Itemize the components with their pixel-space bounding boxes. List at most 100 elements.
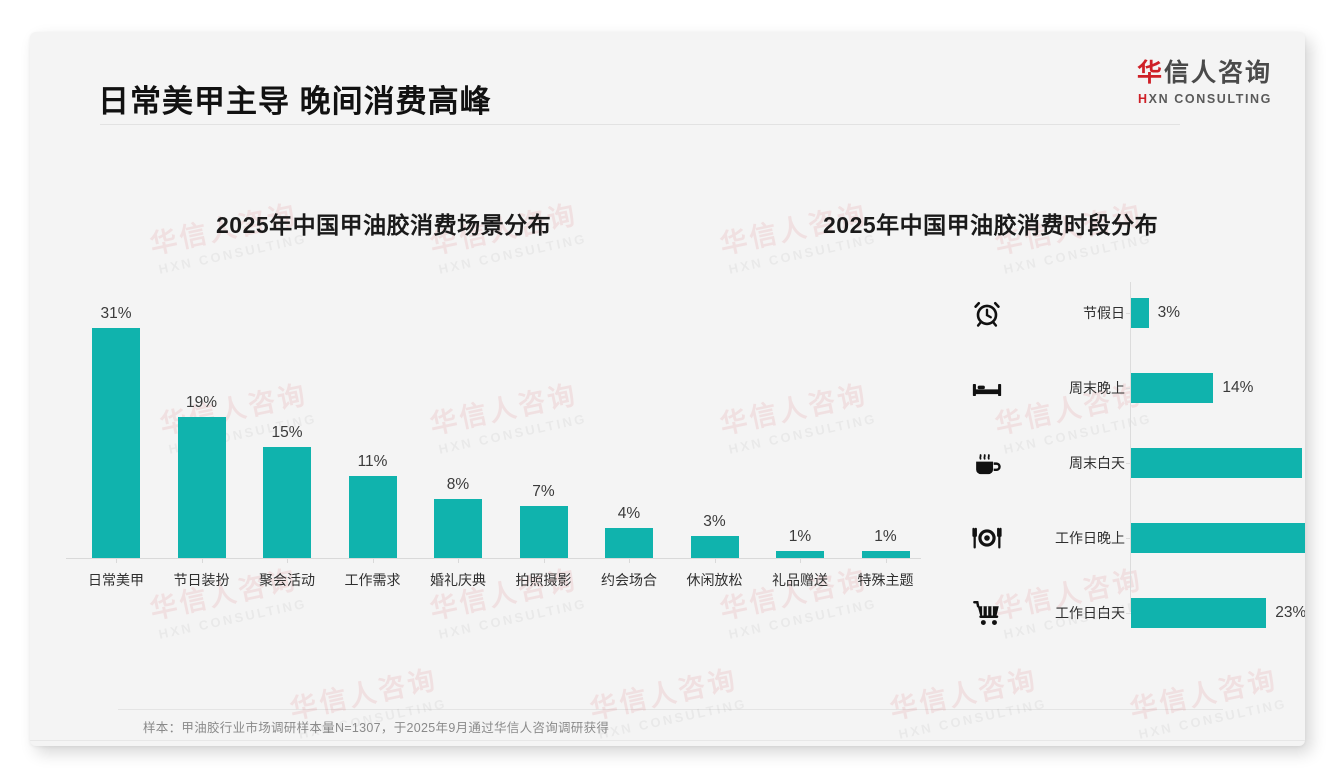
column-bar[interactable]	[348, 476, 397, 558]
column-category-label: 工作需求	[344, 572, 401, 588]
axis-tick	[287, 558, 288, 563]
horizontal-bar[interactable]	[1131, 598, 1267, 628]
left-chart-title: 2025年中国甲油胶消费场景分布	[216, 212, 552, 238]
bar-row[interactable]: 节假日 3%	[935, 298, 1305, 328]
slide-card: 华信人咨询 HXN CONSULTING 华信人咨询 HXN CONSULTING 华信…	[30, 32, 1305, 746]
bar-row[interactable]: 工作日白天 23%	[935, 598, 1305, 628]
column-value-label: 19%	[185, 394, 218, 412]
bar-row[interactable]: 周末白天29%	[935, 448, 1305, 478]
bar-category-label: 工作日白天	[1055, 605, 1125, 621]
watermark-cn: 华信人咨询	[887, 664, 1041, 725]
coffee-cup-icon	[967, 443, 1007, 483]
column-baseline	[66, 558, 921, 559]
watermark-en: HXN CONSULTING	[1137, 695, 1289, 742]
horizontal-bar[interactable]	[1131, 448, 1302, 478]
column-bar-group[interactable]: 1%	[756, 528, 844, 558]
column-bar[interactable]	[776, 550, 824, 558]
axis-tick	[1126, 538, 1131, 539]
column-bar-group[interactable]: 1%	[842, 528, 930, 558]
shopping-cart-icon	[967, 593, 1007, 633]
column-category-label: 节日装扮	[173, 572, 230, 588]
watermark: 华信人咨询 HXN CONSULTING	[886, 657, 1048, 743]
column-value-label: 1%	[874, 527, 897, 545]
bar-value-label: 3%	[1157, 304, 1181, 321]
bar-category-label: 节假日	[1083, 305, 1125, 321]
column-value-label: 15%	[271, 423, 303, 441]
column-plot-area: 31% 19% 15% 11% 8% 7% 4% 3% 1% 1%	[48, 262, 928, 558]
column-value-label: 1%	[788, 527, 812, 545]
column-category-label: 聚会活动	[259, 572, 315, 588]
header-divider	[100, 124, 1180, 125]
alarm-clock-icon	[967, 293, 1007, 333]
column-bar-group[interactable]: 7%	[500, 483, 588, 558]
dining-plate-icon	[967, 518, 1007, 558]
column-bar-group[interactable]: 31%	[72, 305, 160, 558]
column-bar[interactable]	[861, 550, 910, 558]
column-value-label: 31%	[100, 305, 132, 323]
logo-hua-char: 华	[1136, 59, 1164, 87]
column-category-label: 拍照摄影	[515, 572, 572, 588]
column-bar-group[interactable]: 11%	[329, 453, 417, 558]
brand-logo: 华信人咨询 HXN CONSULTING	[1092, 59, 1272, 106]
column-category-label: 日常美甲	[88, 572, 144, 588]
logo-chinese: 华信人咨询	[1092, 59, 1272, 88]
column-value-label: 8%	[446, 475, 470, 493]
axis-tick	[1126, 313, 1131, 314]
column-bar-group[interactable]: 8%	[414, 476, 502, 558]
sample-note: 样本：甲油胶行业市场调研样本量N=1307，于2025年9月通过华信人咨询调研获…	[143, 721, 610, 735]
bar-category-label: 周末晚上	[1069, 380, 1125, 396]
axis-tick	[714, 558, 716, 563]
axis-tick	[1126, 463, 1131, 464]
column-bar[interactable]	[434, 498, 482, 558]
bar-row[interactable]: 工作日晚上31%	[935, 523, 1305, 553]
axis-tick	[372, 558, 374, 563]
column-category-label: 礼品赠送	[772, 572, 828, 588]
bar-row[interactable]: 周末晚上 14%	[935, 373, 1305, 403]
column-category-label: 约会场合	[601, 572, 657, 588]
column-bar-group[interactable]: 19%	[158, 394, 246, 558]
axis-tick	[1126, 613, 1131, 614]
column-bar-group[interactable]: 4%	[585, 505, 673, 558]
watermark-en: HXN CONSULTING	[897, 695, 1049, 742]
column-value-label: 7%	[532, 483, 555, 501]
page-title: 日常美甲主导 晚间消费高峰	[98, 84, 492, 119]
axis-tick	[201, 558, 203, 563]
column-bar[interactable]	[605, 528, 653, 558]
column-category-label: 婚礼庆典	[430, 572, 486, 588]
logo-english: HXN CONSULTING	[1092, 92, 1272, 106]
column-bar[interactable]	[690, 535, 739, 558]
horizontal-bar[interactable]	[1131, 523, 1305, 553]
horizontal-bar[interactable]	[1131, 373, 1214, 403]
scene-distribution-chart: 31% 19% 15% 11% 8% 7% 4% 3% 1% 1% 日常美甲 节日装扮 聚会活动 工作需…	[48, 262, 928, 612]
horizontal-bar[interactable]	[1131, 298, 1149, 328]
axis-tick	[1126, 388, 1131, 389]
watermark-cn: 华信人咨询	[587, 664, 741, 725]
logo-h-char: H	[1138, 91, 1149, 106]
bar-value-label: 23%	[1275, 604, 1305, 621]
column-category-label: 休闲放松	[686, 572, 743, 588]
footer-divider	[30, 740, 1305, 741]
column-bar[interactable]	[177, 417, 226, 558]
column-category-label: 特殊主题	[857, 572, 914, 588]
axis-tick	[116, 558, 117, 563]
axis-tick	[629, 558, 630, 563]
bed-icon	[967, 368, 1007, 408]
bar-value-label: 14%	[1222, 379, 1254, 396]
bar-category-label: 周末白天	[1069, 455, 1125, 471]
timeslot-distribution-chart: 节假日 3% 周末晚上 14% 周末白天29% 工作日晚上31% 工作日白天 23%	[935, 282, 1305, 628]
column-bar-group[interactable]: 15%	[243, 424, 331, 558]
axis-tick	[885, 558, 887, 563]
axis-tick	[543, 558, 545, 563]
axis-tick	[800, 558, 801, 563]
column-bar-group[interactable]: 3%	[671, 513, 759, 558]
logo-chinese-rest: 信人咨询	[1163, 59, 1272, 87]
column-bar[interactable]	[263, 446, 311, 558]
bar-value-axis	[1130, 282, 1131, 612]
axis-tick	[458, 558, 459, 563]
column-bar[interactable]	[519, 506, 568, 558]
column-value-label: 4%	[617, 505, 641, 523]
column-bar[interactable]	[92, 328, 140, 558]
watermark: 华信人咨询 HXN CONSULTING	[1126, 657, 1288, 743]
column-value-label: 11%	[357, 453, 388, 471]
